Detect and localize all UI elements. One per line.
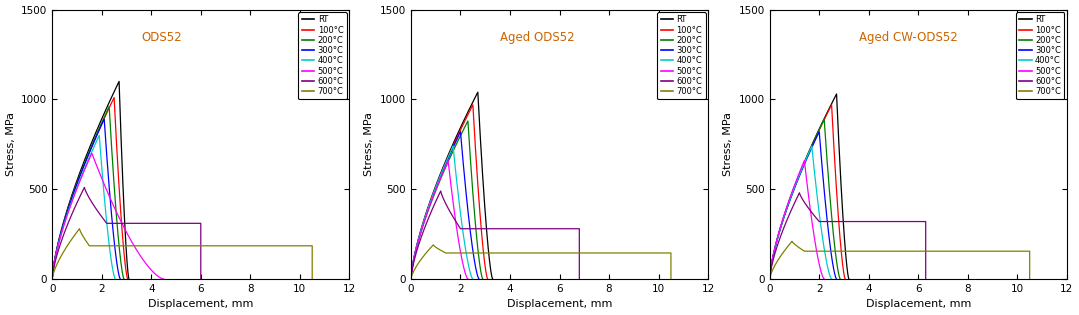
Legend: RT, 100°C, 200°C, 300°C, 400°C, 500°C, 600°C, 700°C: RT, 100°C, 200°C, 300°C, 400°C, 500°C, 6…: [657, 12, 706, 100]
Text: Aged ODS52: Aged ODS52: [500, 31, 575, 44]
X-axis label: Displacement, mm: Displacement, mm: [865, 300, 971, 309]
Y-axis label: Stress, MPa: Stress, MPa: [5, 112, 15, 176]
Legend: RT, 100°C, 200°C, 300°C, 400°C, 500°C, 600°C, 700°C: RT, 100°C, 200°C, 300°C, 400°C, 500°C, 6…: [1016, 12, 1064, 100]
Text: Aged CW-ODS52: Aged CW-ODS52: [859, 31, 957, 44]
Y-axis label: Stress, MPa: Stress, MPa: [365, 112, 374, 176]
Text: ODS52: ODS52: [141, 31, 182, 44]
Legend: RT, 100°C, 200°C, 300°C, 400°C, 500°C, 600°C, 700°C: RT, 100°C, 200°C, 300°C, 400°C, 500°C, 6…: [299, 12, 346, 100]
X-axis label: Displacement, mm: Displacement, mm: [148, 300, 254, 309]
Y-axis label: Stress, MPa: Stress, MPa: [723, 112, 733, 176]
X-axis label: Displacement, mm: Displacement, mm: [507, 300, 612, 309]
